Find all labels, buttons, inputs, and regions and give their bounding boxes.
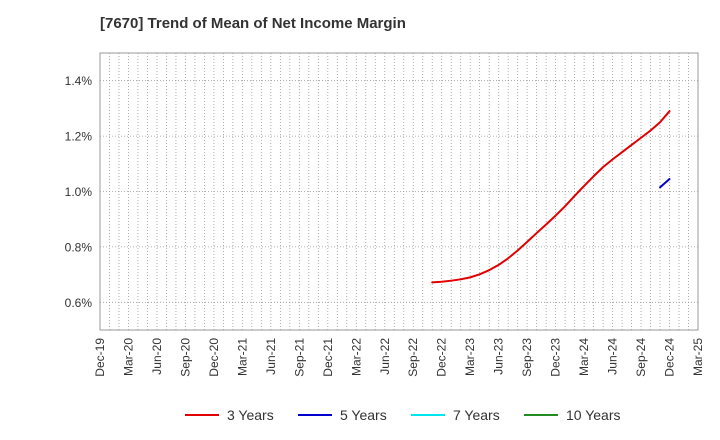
legend-swatch-5-years [298,414,332,416]
x-tick-label: Jun-21 [264,338,278,375]
plot-area [99,52,699,331]
x-tick-label: Dec-20 [207,338,221,377]
x-tick-label: Dec-23 [549,338,563,377]
x-tick-label: Sep-23 [520,338,534,377]
x-tick-label: Jun-22 [378,338,392,375]
y-tick-label: 0.8% [65,240,93,254]
x-tick-label: Mar-21 [235,338,249,376]
x-tick-label: Jun-23 [492,338,506,375]
x-tick-label: Sep-20 [178,338,192,377]
legend-swatch-10-years [524,414,558,416]
x-tick-label: Dec-24 [663,338,677,377]
x-tick-label: Mar-22 [349,338,363,376]
legend-item-3-years: 3 Years [185,404,274,426]
series-line-5-years [659,178,671,189]
legend-label-3-years: 3 Years [227,407,274,423]
x-tick-label: Mar-23 [463,338,477,376]
x-tick-label: Sep-21 [292,338,306,377]
y-tick-label: 1.0% [65,185,93,199]
x-tick-label: Sep-22 [406,338,420,377]
y-tick-label: 0.6% [65,296,93,310]
legend-swatch-3-years [185,414,219,416]
series-line-3-years [431,110,671,284]
legend-label-10-years: 10 Years [566,407,621,423]
x-tick-label: Mar-20 [121,338,135,376]
x-tick-label: Jun-20 [150,338,164,375]
legend-item-7-years: 7 Years [411,404,500,426]
legend-item-10-years: 10 Years [524,404,621,426]
x-tick-label: Jun-24 [606,338,620,375]
legend-item-5-years: 5 Years [298,404,387,426]
x-tick-label: Sep-24 [634,338,648,377]
x-tick-label: Dec-22 [435,338,449,377]
legend-label-5-years: 5 Years [340,407,387,423]
y-tick-label: 1.4% [65,74,93,88]
x-tick-label: Dec-19 [93,338,107,377]
legend: 3 Years 5 Years 7 Years 10 Years [0,404,720,426]
legend-swatch-7-years [411,414,445,416]
x-tick-label: Dec-21 [321,338,335,377]
y-tick-label: 1.2% [65,130,93,144]
x-tick-label: Mar-25 [691,338,705,376]
chart-title: [7670] Trend of Mean of Net Income Margi… [100,15,406,32]
x-tick-label: Mar-24 [577,338,591,376]
legend-label-7-years: 7 Years [453,407,500,423]
